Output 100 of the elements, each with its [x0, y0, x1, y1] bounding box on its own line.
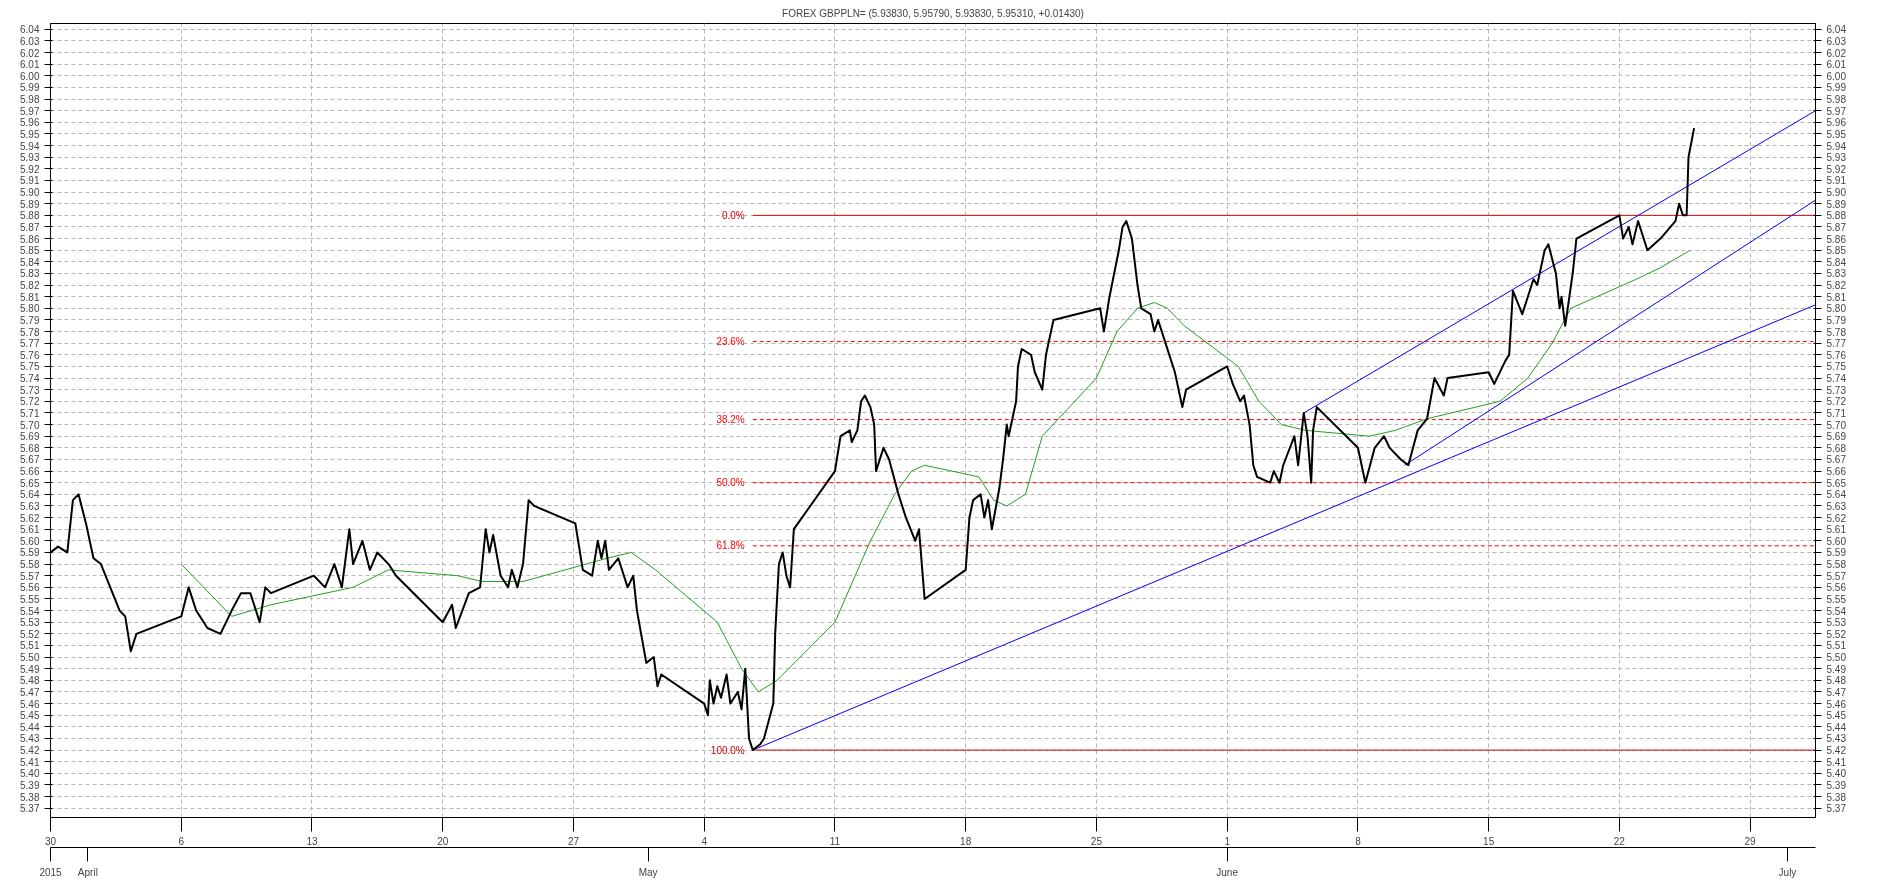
- y-tick-label: 5.72: [20, 396, 40, 408]
- y-tick-label: 5.58: [20, 559, 40, 571]
- y-tick-label: 5.68: [20, 442, 40, 454]
- y2-tick-label: 5.65: [1826, 477, 1847, 489]
- y2-tick-label: 5.44: [1826, 721, 1847, 733]
- y2-tick-label: 5.96: [1826, 117, 1847, 129]
- y-tick-label: 5.69: [20, 431, 40, 443]
- x2-tick-label: 2015: [39, 866, 63, 878]
- y-tick-label: 5.77: [20, 338, 40, 350]
- y-tick-label: 5.75: [20, 361, 40, 373]
- y2-tick-label: 5.54: [1826, 605, 1847, 617]
- y-tick-label: 5.71: [20, 407, 40, 419]
- y2-tick-label: 5.74: [1826, 373, 1847, 385]
- y-tick-label: 5.87: [20, 221, 40, 233]
- y-tick-label: 5.97: [20, 105, 40, 117]
- y2-tick-label: 5.92: [1826, 163, 1847, 175]
- y-tick-label: 5.47: [20, 686, 40, 698]
- y2-tick-label: 5.43: [1826, 733, 1847, 745]
- y2-tick-label: 6.02: [1826, 47, 1847, 59]
- y2-tick-label: 5.63: [1826, 500, 1847, 512]
- x-tick-label: 27: [567, 835, 580, 847]
- y2-tick-label: 5.84: [1826, 256, 1847, 268]
- y2-tick-label: 5.42: [1826, 745, 1847, 757]
- y-tick-label: 6.03: [20, 35, 40, 47]
- y2-tick-label: 5.58: [1826, 559, 1847, 571]
- y2-tick-label: 5.70: [1826, 419, 1847, 431]
- y-tick-label: 5.41: [20, 756, 40, 768]
- x-tick-label: 1: [1224, 835, 1231, 847]
- y-tick-label: 6.00: [20, 70, 40, 82]
- y2-tick-label: 5.72: [1826, 396, 1847, 408]
- y-tick-label: 5.89: [20, 198, 40, 210]
- y2-tick-label: 5.61: [1826, 524, 1847, 536]
- y-tick-label: 5.60: [20, 535, 40, 547]
- line-series: [180, 249, 1691, 693]
- annotation: 50.0%: [716, 477, 745, 489]
- annotation: 100.0%: [710, 744, 745, 756]
- y2-tick-label: 5.71: [1826, 407, 1847, 419]
- annotation: 61.8%: [716, 540, 745, 552]
- y-tick-label: 5.84: [20, 256, 40, 268]
- y-tick-label: 5.42: [20, 745, 40, 757]
- y-tick-label: 5.88: [20, 210, 40, 222]
- y2-tick-label: 5.75: [1826, 361, 1847, 373]
- y2-tick-label: 5.47: [1826, 686, 1847, 698]
- x-tick-label: 18: [960, 835, 972, 847]
- y2-tick-label: 5.67: [1826, 454, 1847, 466]
- y2-tick-label: 5.99: [1826, 82, 1847, 94]
- y-tick-label: 6.04: [20, 24, 40, 36]
- y2-tick-label: 5.81: [1826, 291, 1847, 303]
- y2-tick-label: 5.51: [1826, 640, 1847, 652]
- y2-tick-label: 5.53: [1826, 617, 1847, 629]
- y2-tick-label: 5.98: [1826, 94, 1847, 106]
- y2-tick-label: 5.76: [1826, 349, 1847, 361]
- y-tick-label: 5.83: [20, 268, 40, 280]
- y-tick-label: 5.48: [20, 675, 40, 687]
- x2-tick-label: July: [1778, 866, 1797, 878]
- y2-tick-label: 5.40: [1826, 768, 1847, 780]
- y2-tick-label: 5.79: [1826, 314, 1847, 326]
- y-tick-label: 5.70: [20, 419, 40, 431]
- y-tick-label: 5.93: [20, 152, 40, 164]
- x-tick-label: 25: [1090, 835, 1103, 847]
- y-tick-label: 5.62: [20, 512, 40, 524]
- y2-tick-label: 5.60: [1826, 535, 1847, 547]
- y-tick-label: 5.37: [20, 803, 40, 815]
- y-tick-label: 5.99: [20, 82, 40, 94]
- y2-tick-label: 5.82: [1826, 280, 1847, 292]
- y2-tick-label: 5.91: [1826, 175, 1847, 187]
- y2-tick-label: 5.64: [1826, 489, 1847, 501]
- y2-tick-label: 5.78: [1826, 326, 1847, 338]
- x-tick-label: 30: [44, 835, 57, 847]
- x-tick-label: 20: [437, 835, 449, 847]
- y2-tick-label: 5.85: [1826, 245, 1847, 257]
- y-tick-label: 5.96: [20, 117, 40, 129]
- y-tick-label: 5.63: [20, 500, 40, 512]
- y-tick-label: 5.81: [20, 291, 40, 303]
- y-tick-label: 5.73: [20, 384, 40, 396]
- y-tick-label: 5.65: [20, 477, 40, 489]
- y2-tick-label: 5.50: [1826, 652, 1847, 664]
- y-tick-label: 5.40: [20, 768, 40, 780]
- y2-tick-label: 5.38: [1826, 791, 1847, 803]
- x2-tick-label: May: [638, 866, 658, 878]
- y2-tick-label: 5.94: [1826, 140, 1847, 152]
- x-tick-label: 29: [1744, 835, 1757, 847]
- y-tick-label: 5.57: [20, 570, 40, 582]
- x-tick-label: 8: [1355, 835, 1362, 847]
- y-tick-label: 5.39: [20, 779, 40, 791]
- y-tick-label: 5.66: [20, 466, 40, 478]
- y-tick-label: 5.59: [20, 547, 40, 559]
- y2-tick-label: 5.46: [1826, 698, 1847, 710]
- y-tick-label: 5.45: [20, 710, 40, 722]
- annotation: 0.0%: [721, 209, 745, 221]
- x-tick-label: 13: [306, 835, 318, 847]
- x-tick-label: 6: [178, 835, 185, 847]
- y-tick-label: 5.52: [20, 628, 40, 640]
- y2-tick-label: 6.00: [1826, 70, 1847, 82]
- y-tick-label: 5.53: [20, 617, 40, 629]
- y-tick-label: 5.54: [20, 605, 40, 617]
- y-tick-label: 5.50: [20, 652, 40, 664]
- y-tick-label: 5.55: [20, 593, 40, 605]
- y2-tick-label: 5.93: [1826, 152, 1847, 164]
- y2-tick-label: 5.37: [1826, 803, 1847, 815]
